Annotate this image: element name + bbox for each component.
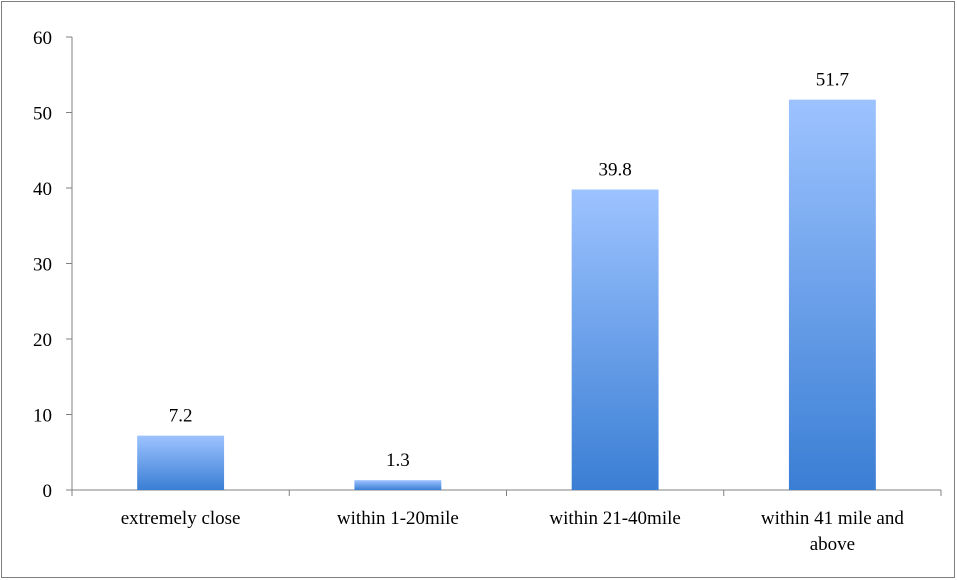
data-label: 7.2: [169, 406, 193, 427]
data-label: 51.7: [816, 70, 849, 91]
category-label-line: above: [810, 534, 855, 555]
y-tick-label: 30: [33, 255, 52, 276]
category-label: within 1-20mile: [337, 508, 459, 529]
data-label: 39.8: [599, 160, 632, 181]
y-tick-label: 0: [43, 481, 53, 502]
bar: [354, 480, 441, 490]
y-tick-label: 10: [33, 406, 52, 427]
category-label-line: within 1-20mile: [337, 508, 459, 529]
category-label-line: within 21-40mile: [549, 508, 680, 529]
category-label: within 21-40mile: [549, 508, 680, 529]
category-label: within 41 mile and above: [761, 508, 905, 555]
category-label-line: extremely close: [121, 508, 241, 529]
category-label-line: within 41 mile and: [761, 508, 905, 529]
y-tick-label: 40: [33, 179, 52, 200]
bar: [137, 436, 224, 490]
category-label: extremely close: [121, 508, 241, 529]
labels: 7.2 extremely close 1.3 within 1-20mile 39.8…: [121, 70, 905, 555]
y-tick-label: 50: [33, 104, 52, 125]
bar: [789, 100, 876, 490]
y-tick-label: 20: [33, 330, 52, 351]
data-label: 1.3: [386, 450, 410, 471]
y-tick-label: 60: [33, 28, 52, 49]
bars: [137, 100, 876, 490]
bar: [572, 190, 659, 490]
